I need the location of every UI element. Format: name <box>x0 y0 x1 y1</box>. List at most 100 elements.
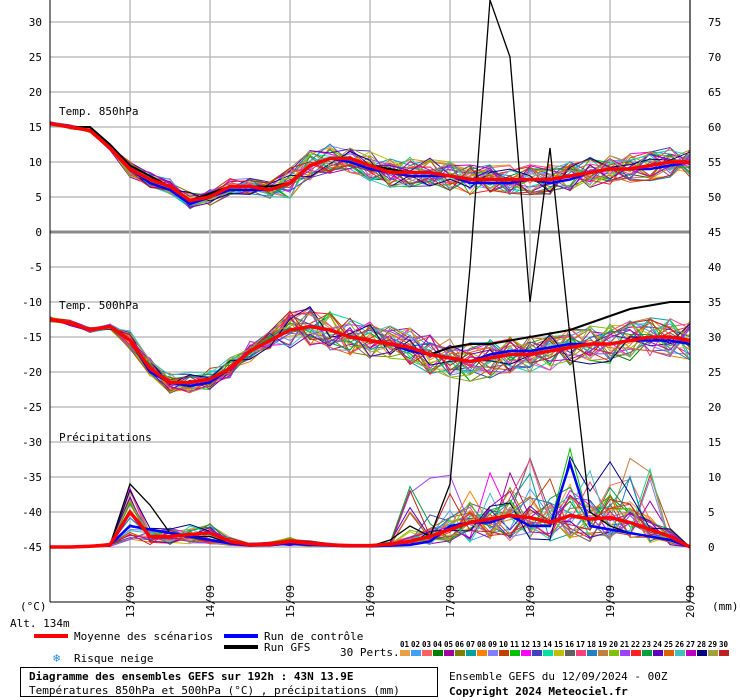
left-tick-label: -10 <box>22 296 42 309</box>
left-tick-label: 10 <box>29 156 42 169</box>
x-tick-label: 14/09 <box>204 585 217 618</box>
member-legend-swatch <box>543 650 553 656</box>
right-tick-label: 55 <box>708 156 721 169</box>
series-mean <box>49 121 691 549</box>
member-legend-label: 27 <box>686 640 695 649</box>
label-t500: Temp. 500hPa <box>59 299 138 312</box>
series-t850-line <box>49 121 690 203</box>
member-legend-label: 06 <box>455 640 465 649</box>
series-precip-line <box>50 508 691 549</box>
members-label: 30 Perts. <box>340 646 400 659</box>
member-legend-swatch <box>488 650 498 656</box>
member-legend-swatch <box>444 650 454 656</box>
member-legend-label: 10 <box>499 640 509 649</box>
member-legend-label: 15 <box>554 640 563 649</box>
left-tick-label: 15 <box>29 121 42 134</box>
right-tick-label: 0 <box>708 541 715 554</box>
member-legend-swatch <box>455 650 465 656</box>
left-unit: (°C) <box>20 600 47 613</box>
member-legend-swatch <box>565 650 575 656</box>
member-line <box>49 306 691 386</box>
right-tick-label: 75 <box>708 16 721 29</box>
member-legend-label: 08 <box>477 640 487 649</box>
left-tick-label: -20 <box>22 366 42 379</box>
x-tick-label: 18/09 <box>524 585 537 618</box>
run-info: Ensemble GEFS du 12/09/2024 - 00Z <box>449 670 668 683</box>
member-legend-label: 03 <box>422 640 432 649</box>
left-tick-label: -25 <box>22 401 42 414</box>
series-t500-line <box>49 317 691 385</box>
left-tick-label: 30 <box>29 16 42 29</box>
left-tick-label: 25 <box>29 51 42 64</box>
right-unit: (mm) <box>712 600 739 613</box>
member-legend-swatch <box>675 650 685 656</box>
member-legend-swatch <box>532 650 542 656</box>
member-legend-label: 07 <box>466 640 475 649</box>
member-legend-label: 05 <box>444 640 453 649</box>
member-legend-label: 17 <box>576 640 585 649</box>
member-legend-label: 18 <box>587 640 597 649</box>
member-legend-swatch <box>477 650 487 656</box>
left-tick-label: -45 <box>22 541 42 554</box>
member-legend-label: 29 <box>708 640 718 649</box>
member-legend-label: 14 <box>543 640 553 649</box>
chart-subtitle: Températures 850hPa et 500hPa (°C) , pré… <box>29 684 400 697</box>
left-tick-label: -5 <box>29 261 42 274</box>
member-line <box>49 318 691 376</box>
right-tick-label: 5 <box>708 506 715 519</box>
right-tick-label: 60 <box>708 121 721 134</box>
member-legend-swatch <box>719 650 729 656</box>
member-legend-label: 01 <box>400 640 410 649</box>
right-tick-label: 70 <box>708 51 721 64</box>
left-tick-label: 20 <box>29 86 42 99</box>
right-tick-label: 45 <box>708 226 721 239</box>
main-series-layer <box>49 0 691 549</box>
member-legend-label: 25 <box>664 640 673 649</box>
x-tick-label: 15/09 <box>284 585 297 618</box>
member-line <box>49 122 691 200</box>
member-legend-swatch <box>433 650 443 656</box>
member-legend-swatch <box>708 650 718 656</box>
member-legend-label: 22 <box>631 640 640 649</box>
member-legend-label: 26 <box>675 640 685 649</box>
x-tick-label: 13/09 <box>124 585 137 618</box>
member-legend-swatch <box>411 650 421 656</box>
right-tick-label: 25 <box>708 366 721 379</box>
member-legend-swatch <box>697 650 707 656</box>
right-tick-label: 50 <box>708 191 721 204</box>
x-tick-label: 16/09 <box>364 585 377 618</box>
member-legend-label: 16 <box>565 640 575 649</box>
member-legend-swatch <box>510 650 520 656</box>
member-legend-label: 23 <box>642 640 652 649</box>
member-legend: 01 02 03 04 05 06 07 08 09 10 11 12 13 14 15 16 17 18 19 20… <box>400 640 729 656</box>
member-line <box>49 312 691 392</box>
member-legend-label: 09 <box>488 640 498 649</box>
member-legend-label: 19 <box>598 640 608 649</box>
member-line <box>49 312 691 393</box>
member-legend-swatch <box>620 650 630 656</box>
member-legend-label: 20 <box>609 640 619 649</box>
label-t850: Temp. 850hPa <box>59 105 138 118</box>
member-legend-label: 12 <box>521 640 530 649</box>
right-tick-label: 30 <box>708 331 721 344</box>
member-legend-swatch <box>686 650 696 656</box>
member-legend-label: 21 <box>620 640 630 649</box>
right-tick-label: 35 <box>708 296 721 309</box>
legend-snow-label: Risque neige <box>74 652 153 665</box>
left-tick-label: 5 <box>35 191 42 204</box>
title-box: Diagramme des ensembles GEFS sur 192h : … <box>20 667 438 697</box>
right-tick-label: 65 <box>708 86 721 99</box>
member-legend-swatch <box>576 650 586 656</box>
member-legend-swatch <box>631 650 641 656</box>
right-tick-label: 10 <box>708 471 721 484</box>
member-legend-swatch <box>664 650 674 656</box>
left-tick-label: -30 <box>22 436 42 449</box>
legend-gfs-label: Run GFS <box>264 641 310 654</box>
label-precip: Précipitations <box>59 431 152 444</box>
chart-title: Diagramme des ensembles GEFS sur 192h : … <box>29 670 354 683</box>
snowflake-icon: ❄ <box>53 651 60 665</box>
member-legend-swatch <box>587 650 597 656</box>
right-tick-label: 40 <box>708 261 721 274</box>
